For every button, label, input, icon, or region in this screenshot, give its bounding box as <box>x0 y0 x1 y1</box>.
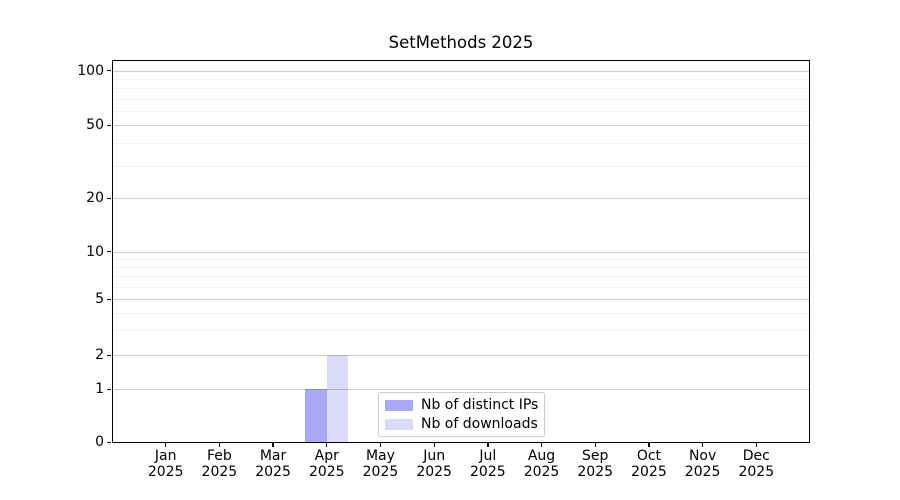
x-tick-mark-apr <box>326 443 328 447</box>
legend-entry-distinct-ips: Nb of distinct IPs <box>385 397 538 413</box>
x-tick-label-may: May 2025 <box>362 448 399 480</box>
legend: Nb of distinct IPs Nb of downloads <box>378 392 545 437</box>
x-tick-label-mar: Mar 2025 <box>255 448 291 480</box>
legend-label-distinct-ips: Nb of distinct IPs <box>421 397 539 413</box>
y-tick-mark-2 <box>107 354 111 356</box>
y-tick-label-100: 100 <box>77 62 104 79</box>
legend-entry-downloads: Nb of downloads <box>385 416 538 432</box>
x-tick-label-jan: Jan 2025 <box>147 448 184 480</box>
y-tick-label-1: 1 <box>95 381 104 397</box>
y-tick-mark-5 <box>107 298 111 300</box>
legend-label-downloads: Nb of downloads <box>421 416 538 432</box>
x-tick-label-jun: Jun 2025 <box>416 448 452 480</box>
y-tick-label-0: 0 <box>95 434 104 450</box>
legend-swatch-downloads <box>385 418 413 430</box>
x-tick-mark-feb <box>218 443 221 447</box>
y-tick-mark-10 <box>107 251 111 253</box>
major-gridline-y50 <box>113 125 809 126</box>
major-gridline-y1 <box>113 389 809 390</box>
major-gridline-y100 <box>113 70 809 72</box>
x-tick-mark-sep <box>594 443 596 447</box>
minor-gridline-y7 <box>113 275 809 277</box>
major-gridline-y5 <box>113 299 809 300</box>
x-tick-mark-jun <box>433 443 435 447</box>
minor-gridline-y6 <box>113 286 809 288</box>
y-tick-label-50: 50 <box>86 117 104 133</box>
x-tick-mark-oct <box>648 443 650 447</box>
legend-swatch-distinct-ips <box>385 399 413 411</box>
x-tick-label-jul: Jul 2025 <box>470 448 506 480</box>
major-gridline-y20 <box>113 198 809 199</box>
x-tick-label-apr: Apr 2025 <box>308 448 345 480</box>
minor-gridline-y40 <box>113 142 809 144</box>
major-gridline-y10 <box>113 251 809 253</box>
y-tick-mark-0 <box>107 441 111 443</box>
minor-gridline-y70 <box>113 98 809 100</box>
x-tick-mark-dec <box>755 443 757 447</box>
x-tick-mark-mar <box>272 443 274 447</box>
minor-gridline-y60 <box>113 110 809 112</box>
bar-downloads-apr <box>326 355 349 443</box>
y-tick-mark-100 <box>107 70 111 72</box>
y-tick-label-20: 20 <box>86 190 104 206</box>
y-tick-mark-1 <box>107 388 111 390</box>
y-tick-label-2: 2 <box>95 347 104 363</box>
x-tick-mark-jul <box>487 443 489 447</box>
y-tick-mark-20 <box>107 197 111 199</box>
x-tick-label-nov: Nov 2025 <box>684 448 721 480</box>
x-tick-mark-nov <box>702 443 704 447</box>
minor-gridline-y30 <box>113 165 809 167</box>
x-tick-mark-aug <box>540 443 543 447</box>
minor-gridline-y8 <box>113 266 809 268</box>
x-tick-mark-jan <box>165 443 167 447</box>
y-tick-mark-50 <box>107 124 111 126</box>
minor-gridline-y3 <box>113 330 809 332</box>
minor-gridline-y90 <box>113 78 809 80</box>
chart-title: SetMethods 2025 <box>388 33 534 52</box>
x-tick-label-dec: Dec 2025 <box>738 448 775 480</box>
minor-gridline-y80 <box>113 88 809 90</box>
bar-distinct-ips-apr <box>305 389 327 443</box>
y-tick-label-10: 10 <box>86 243 104 260</box>
major-gridline-y2 <box>113 355 809 356</box>
minor-gridline-y9 <box>113 258 809 260</box>
x-tick-label-aug: Aug 2025 <box>523 448 560 480</box>
x-tick-label-oct: Oct 2025 <box>631 448 667 480</box>
x-tick-label-sep: Sep 2025 <box>577 448 614 480</box>
minor-gridline-y4 <box>113 312 809 314</box>
x-tick-label-feb: Feb 2025 <box>201 448 238 480</box>
x-tick-mark-may <box>379 443 382 447</box>
y-tick-label-5: 5 <box>95 291 104 307</box>
